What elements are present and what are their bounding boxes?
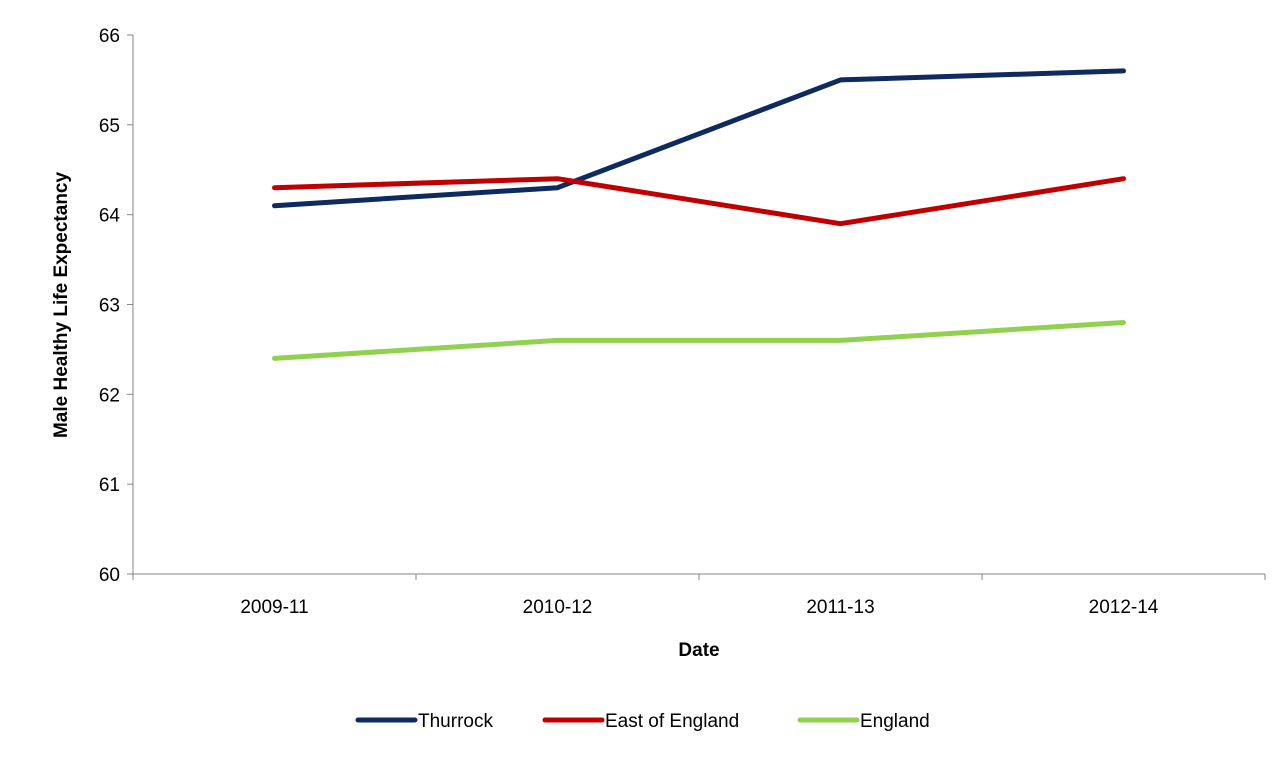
y-tick-label: 61	[99, 475, 120, 496]
legend-label: England	[860, 711, 930, 732]
series-line-east-of-england	[272, 176, 1126, 227]
x-axis-title: Date	[678, 640, 719, 661]
y-tick-label: 64	[99, 206, 121, 227]
y-tick-label: 62	[99, 385, 120, 406]
legend-item: Thurrock	[355, 711, 493, 732]
series-line-thurrock	[272, 68, 1126, 209]
legend-item: East of England	[542, 711, 739, 732]
y-axis-ticks: 60 61 62 63 64 65 66	[99, 26, 133, 586]
y-tick-label: 60	[99, 565, 120, 586]
x-tick-label: 2012-14	[1089, 597, 1159, 618]
y-tick-label: 65	[99, 116, 120, 137]
x-axis-ticks: 2009-11 2010-12 2011-13 2012-14	[132, 574, 1266, 618]
x-tick-label: 2010-12	[523, 597, 593, 618]
series-line-england	[272, 320, 1126, 361]
y-tick-label: 66	[99, 26, 120, 47]
axes	[132, 35, 1265, 575]
legend-label: East of England	[605, 711, 739, 732]
x-tick-label: 2009-11	[240, 597, 308, 618]
series-lines	[272, 68, 1126, 361]
y-tick-label: 63	[99, 296, 120, 317]
legend-item: England	[797, 711, 930, 732]
legend: Thurrock East of England England	[355, 711, 930, 732]
legend-label: Thurrock	[418, 711, 493, 732]
x-tick-label: 2011-13	[806, 597, 874, 618]
y-axis-title: Male Healthy Life Expectancy	[51, 172, 72, 439]
